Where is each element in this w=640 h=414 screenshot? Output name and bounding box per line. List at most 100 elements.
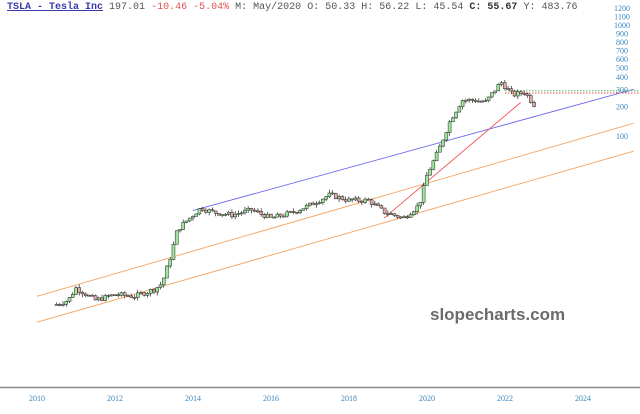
candle bbox=[408, 212, 413, 218]
candle bbox=[444, 131, 449, 142]
candle bbox=[233, 211, 237, 220]
candle bbox=[54, 302, 59, 306]
candle-body bbox=[467, 98, 471, 101]
candle-body bbox=[272, 216, 276, 219]
candle-body bbox=[516, 91, 520, 97]
candle-body bbox=[109, 294, 114, 297]
candle bbox=[272, 216, 276, 219]
candle bbox=[90, 293, 94, 297]
candle-body bbox=[243, 209, 247, 214]
candle bbox=[119, 291, 124, 297]
candle-body bbox=[441, 139, 445, 147]
candle-body bbox=[155, 287, 159, 293]
candle-body bbox=[350, 198, 354, 201]
candle bbox=[301, 208, 306, 211]
ticker-link[interactable]: TSLA - Tesla Inc bbox=[7, 2, 104, 13]
candle-body bbox=[353, 197, 358, 201]
candle-body bbox=[454, 111, 458, 119]
candle bbox=[350, 198, 354, 203]
candle-body bbox=[347, 198, 351, 202]
candle bbox=[116, 292, 120, 298]
candle-body bbox=[386, 213, 390, 215]
candle bbox=[217, 213, 221, 216]
candle bbox=[158, 281, 163, 290]
candle bbox=[464, 98, 468, 104]
candle-body bbox=[90, 294, 94, 297]
candle bbox=[308, 202, 312, 207]
candle bbox=[470, 98, 475, 103]
candle-body bbox=[194, 213, 198, 217]
candle bbox=[246, 206, 250, 213]
candle bbox=[477, 98, 481, 103]
candle bbox=[269, 213, 273, 218]
candle bbox=[161, 277, 166, 288]
candle bbox=[259, 208, 263, 217]
candle bbox=[379, 204, 384, 209]
candle-body bbox=[311, 202, 315, 206]
last-price: 197.01 bbox=[109, 2, 146, 13]
candle-body bbox=[83, 293, 88, 296]
candle-body bbox=[343, 199, 348, 202]
candle bbox=[454, 111, 458, 119]
candle bbox=[499, 81, 504, 87]
candle bbox=[122, 291, 127, 299]
candle bbox=[74, 286, 78, 296]
candle-body bbox=[395, 215, 400, 218]
candle-body bbox=[457, 106, 462, 113]
candle-body bbox=[74, 287, 78, 295]
candle-body bbox=[142, 292, 146, 296]
y-tick-label: 900 bbox=[616, 30, 628, 39]
candle bbox=[327, 189, 332, 199]
x-tick-label: 2014 bbox=[185, 394, 201, 403]
x-tick-label: 2020 bbox=[419, 394, 435, 403]
candle bbox=[392, 213, 397, 218]
candle-body bbox=[200, 208, 205, 211]
candle bbox=[226, 210, 231, 216]
candle-body bbox=[285, 211, 289, 217]
candle-body bbox=[145, 292, 150, 296]
blue-trendline bbox=[192, 88, 634, 211]
candle bbox=[395, 214, 400, 219]
candle bbox=[204, 208, 208, 214]
candle-body bbox=[265, 213, 270, 218]
candle bbox=[223, 213, 228, 217]
candle bbox=[428, 167, 432, 176]
candle-body bbox=[161, 277, 166, 286]
candle-body bbox=[171, 244, 176, 260]
candle bbox=[252, 207, 257, 213]
candle bbox=[415, 202, 419, 215]
candle-body bbox=[532, 102, 536, 107]
candle-body bbox=[96, 297, 101, 301]
x-tick-label: 2018 bbox=[341, 394, 357, 403]
candle-body bbox=[295, 211, 299, 214]
candle bbox=[451, 116, 455, 123]
candle-body bbox=[67, 297, 72, 302]
candle-body bbox=[334, 193, 338, 200]
candle bbox=[148, 288, 153, 297]
candle-body bbox=[444, 132, 449, 141]
candle-body bbox=[116, 294, 120, 297]
watermark: slopecharts.com bbox=[430, 305, 566, 324]
candle bbox=[337, 194, 341, 203]
candle-body bbox=[191, 216, 195, 219]
candle-body bbox=[181, 222, 185, 230]
candle-body bbox=[122, 292, 127, 296]
candle-body bbox=[70, 294, 75, 298]
candle bbox=[243, 206, 247, 215]
candle-body bbox=[236, 213, 241, 215]
candle bbox=[129, 293, 133, 298]
candle bbox=[210, 207, 215, 212]
candle bbox=[57, 302, 62, 307]
candle bbox=[184, 220, 189, 224]
candle-body bbox=[506, 88, 510, 90]
candle-body bbox=[168, 259, 172, 267]
candle bbox=[311, 201, 315, 206]
candle bbox=[376, 202, 380, 207]
candle-body bbox=[447, 121, 452, 133]
candle-body bbox=[100, 297, 104, 301]
candle bbox=[360, 199, 364, 206]
x-tick-label: 2024 bbox=[575, 394, 591, 403]
candle bbox=[418, 202, 423, 209]
candle-body bbox=[373, 203, 377, 206]
